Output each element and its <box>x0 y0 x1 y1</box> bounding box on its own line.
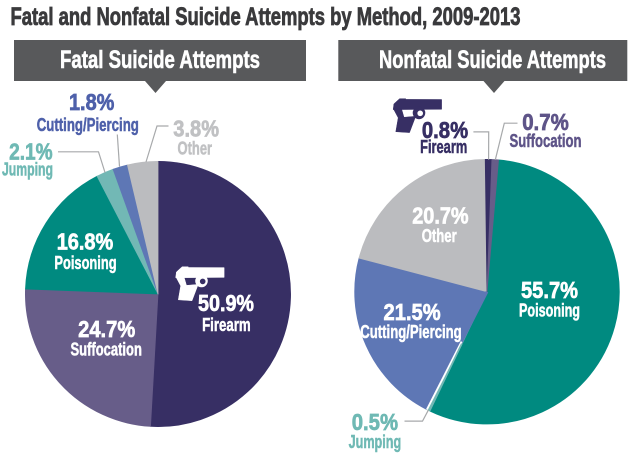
svg-text:Jumping: Jumping <box>349 432 402 452</box>
svg-text:Poisoning: Poisoning <box>519 301 580 321</box>
svg-text:16.8%: 16.8% <box>57 228 114 254</box>
svg-text:0.5%: 0.5% <box>352 409 398 435</box>
svg-text:Cutting/Piercing: Cutting/Piercing <box>360 322 461 342</box>
svg-text:0.7%: 0.7% <box>522 109 569 135</box>
svg-text:2.1%: 2.1% <box>9 139 53 165</box>
svg-text:Suffocation: Suffocation <box>71 340 142 360</box>
svg-text:Nonfatal Suicide Attempts: Nonfatal Suicide Attempts <box>379 46 606 74</box>
svg-text:55.7%: 55.7% <box>521 277 578 303</box>
svg-text:Cutting/Piercing: Cutting/Piercing <box>37 115 139 135</box>
svg-text:Poisoning: Poisoning <box>54 253 116 273</box>
svg-text:Jumping: Jumping <box>2 160 53 180</box>
svg-text:Fatal and Nonfatal Suicide Att: Fatal and Nonfatal Suicide Attempts by M… <box>11 3 521 31</box>
svg-text:Firearm: Firearm <box>420 137 467 157</box>
svg-text:3.8%: 3.8% <box>173 115 219 141</box>
svg-text:Other: Other <box>178 139 213 159</box>
svg-text:Firearm: Firearm <box>202 315 251 335</box>
svg-text:50.9%: 50.9% <box>198 290 254 316</box>
svg-text:24.7%: 24.7% <box>78 316 135 342</box>
svg-text:Other: Other <box>422 226 457 246</box>
svg-text:Fatal Suicide Attempts: Fatal Suicide Attempts <box>60 46 260 74</box>
svg-text:1.8%: 1.8% <box>69 89 114 115</box>
svg-text:0.8%: 0.8% <box>422 117 468 143</box>
svg-text:20.7%: 20.7% <box>412 203 468 229</box>
svg-text:21.5%: 21.5% <box>384 299 441 325</box>
svg-text:Suffocation: Suffocation <box>510 131 582 151</box>
